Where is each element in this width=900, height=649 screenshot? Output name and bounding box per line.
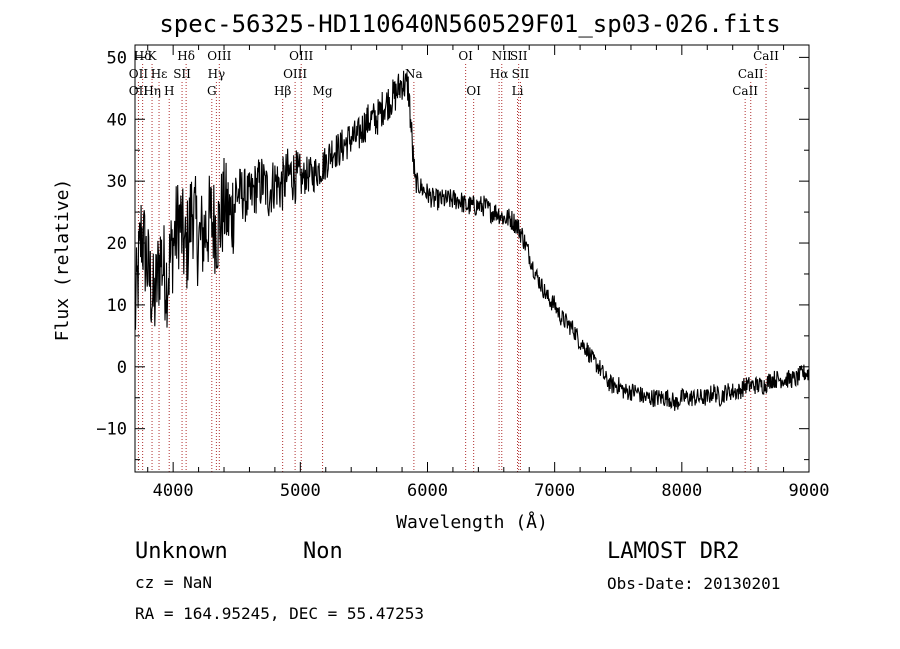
spectral-line-label: H bbox=[164, 84, 174, 98]
chart-title: spec-56325-HD110640N560529F01_sp03-026.f… bbox=[159, 10, 780, 38]
spectral-line-label: SII bbox=[512, 67, 530, 81]
spectral-line-label: Hη bbox=[143, 84, 161, 98]
spectral-line-label: CaII bbox=[738, 67, 764, 81]
spectral-line-label: OII bbox=[129, 67, 149, 81]
y-axis: −10 0 10 20 30 40 50 bbox=[96, 48, 809, 461]
spectral-line-label: OII bbox=[129, 84, 149, 98]
x-tick-label: 6000 bbox=[407, 481, 448, 501]
spectral-line-label: Hδ bbox=[134, 49, 152, 63]
flux-series bbox=[134, 70, 810, 411]
spectral-line-label: Li bbox=[512, 84, 524, 98]
spectral-line-label: Na bbox=[405, 67, 423, 81]
object-subclass: Non bbox=[303, 539, 343, 564]
x-axis: 4000 5000 6000 7000 8000 9000 bbox=[147, 45, 830, 501]
spectral-line-label: Hα bbox=[490, 67, 509, 81]
y-axis-label: Flux (relative) bbox=[52, 179, 73, 342]
survey-name: LAMOST DR2 bbox=[607, 539, 739, 564]
spectral-line-label: K bbox=[148, 49, 158, 63]
x-tick-label: 8000 bbox=[661, 481, 702, 501]
spectral-line-label: NII bbox=[492, 49, 512, 63]
spectral-line-label: OIII bbox=[289, 49, 313, 63]
y-tick-label: 10 bbox=[107, 296, 127, 316]
y-tick-label: 40 bbox=[107, 110, 127, 130]
observation-date: Obs-Date: 20130201 bbox=[607, 574, 780, 593]
y-tick-label: 30 bbox=[107, 172, 127, 192]
spectral-line-label: OI bbox=[458, 49, 473, 63]
object-class: Unknown bbox=[135, 539, 228, 564]
y-tick-label: −10 bbox=[96, 420, 127, 440]
spectral-line-label: OIII bbox=[207, 49, 231, 63]
y-tick-label: 50 bbox=[107, 48, 127, 68]
x-axis-label: Wavelength (Å) bbox=[396, 511, 548, 533]
spectral-line-label: OIII bbox=[283, 67, 307, 81]
spectral-line-markers bbox=[137, 64, 767, 472]
plot-frame bbox=[134, 44, 810, 473]
spectral-line-label: Hε bbox=[151, 67, 168, 81]
spectral-line-label: Hβ bbox=[274, 84, 291, 98]
x-tick-label: 4000 bbox=[153, 481, 194, 501]
spectral-line-label: Hδ bbox=[177, 49, 195, 63]
spectrum-line bbox=[134, 70, 810, 411]
spectral-line-label: Mg bbox=[313, 84, 333, 98]
spectral-line-label: CaII bbox=[732, 84, 758, 98]
spectral-line-label: G bbox=[207, 84, 217, 98]
x-tick-label: 5000 bbox=[280, 481, 321, 501]
spectral-line-label: SII bbox=[510, 49, 528, 63]
x-tick-label: 9000 bbox=[789, 481, 830, 501]
y-tick-label: 0 bbox=[117, 358, 127, 378]
spectral-line-label: CaII bbox=[753, 49, 779, 63]
coordinates: RA = 164.95245, DEC = 55.47253 bbox=[135, 604, 424, 623]
spectral-line-label: SII bbox=[173, 67, 191, 81]
y-tick-label: 20 bbox=[107, 234, 127, 254]
redshift-value: cz = NaN bbox=[135, 573, 212, 592]
spectral-line-label: Hγ bbox=[208, 67, 226, 81]
spectral-line-label: OI bbox=[466, 84, 481, 98]
x-tick-label: 7000 bbox=[534, 481, 575, 501]
